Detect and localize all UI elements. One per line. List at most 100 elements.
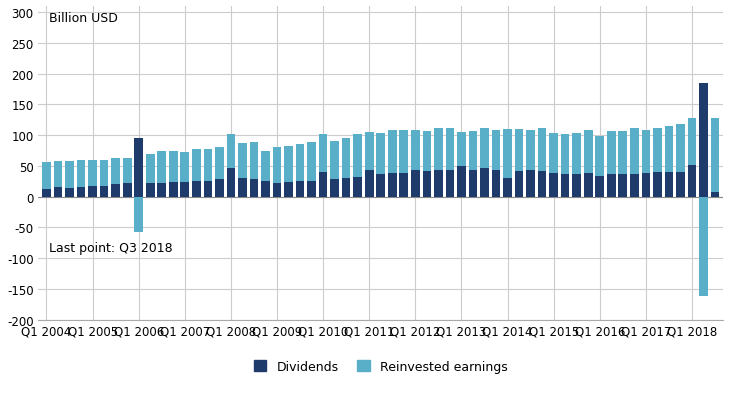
Bar xyxy=(169,152,177,182)
Bar xyxy=(330,180,339,197)
Bar xyxy=(538,128,547,171)
Bar xyxy=(365,171,374,197)
Bar xyxy=(284,147,293,182)
Bar xyxy=(226,168,235,197)
Bar xyxy=(664,173,673,197)
Bar xyxy=(642,131,650,174)
Bar xyxy=(445,170,454,197)
Bar xyxy=(561,135,569,175)
Bar xyxy=(480,129,489,169)
Bar xyxy=(238,179,247,197)
Bar xyxy=(100,186,109,197)
Bar xyxy=(273,148,281,184)
Bar xyxy=(261,152,270,181)
Bar xyxy=(192,149,201,181)
Bar xyxy=(180,182,189,197)
Bar xyxy=(607,175,615,197)
Bar xyxy=(480,169,489,197)
Bar xyxy=(54,162,62,188)
Bar xyxy=(423,171,431,197)
Bar xyxy=(250,143,258,180)
Bar xyxy=(399,174,408,197)
Bar xyxy=(434,170,442,197)
Bar xyxy=(273,184,281,197)
Bar xyxy=(307,143,316,181)
Bar xyxy=(676,173,685,197)
Bar xyxy=(134,197,143,233)
Bar xyxy=(169,182,177,197)
Bar xyxy=(526,130,535,170)
Bar xyxy=(688,119,696,165)
Bar xyxy=(434,128,442,170)
Bar xyxy=(88,161,97,187)
Bar xyxy=(492,130,500,170)
Bar xyxy=(411,130,420,170)
Bar xyxy=(204,181,212,197)
Bar xyxy=(42,162,51,189)
Bar xyxy=(100,160,109,186)
Bar xyxy=(515,171,523,197)
Bar xyxy=(699,197,708,297)
Legend: Dividends, Reinvested earnings: Dividends, Reinvested earnings xyxy=(254,360,507,373)
Bar xyxy=(538,171,547,197)
Bar xyxy=(296,182,304,197)
Bar xyxy=(353,135,362,178)
Bar xyxy=(469,170,477,197)
Bar xyxy=(123,184,131,197)
Bar xyxy=(180,153,189,182)
Bar xyxy=(88,187,97,197)
Bar xyxy=(423,131,431,171)
Bar xyxy=(584,131,593,174)
Bar xyxy=(54,188,62,197)
Bar xyxy=(630,175,639,197)
Bar xyxy=(330,142,339,180)
Bar xyxy=(596,177,604,197)
Bar xyxy=(112,159,120,185)
Bar xyxy=(457,166,466,197)
Bar xyxy=(146,154,155,184)
Bar xyxy=(549,134,558,174)
Bar xyxy=(411,170,420,197)
Bar xyxy=(192,181,201,197)
Bar xyxy=(618,132,627,175)
Bar xyxy=(284,182,293,197)
Text: Last point: Q3 2018: Last point: Q3 2018 xyxy=(49,242,172,254)
Bar xyxy=(457,133,466,166)
Bar xyxy=(711,119,719,192)
Bar xyxy=(146,184,155,197)
Bar xyxy=(388,131,396,174)
Bar xyxy=(134,139,143,197)
Bar xyxy=(238,144,247,179)
Bar xyxy=(158,152,166,184)
Bar xyxy=(77,187,85,197)
Bar xyxy=(503,130,512,179)
Bar xyxy=(642,174,650,197)
Bar xyxy=(204,149,212,181)
Bar xyxy=(492,170,500,197)
Bar xyxy=(215,180,223,197)
Bar xyxy=(653,173,661,197)
Bar xyxy=(261,181,270,197)
Bar xyxy=(630,129,639,175)
Bar xyxy=(688,165,696,197)
Bar xyxy=(377,133,385,175)
Bar xyxy=(618,175,627,197)
Bar xyxy=(584,174,593,197)
Bar xyxy=(653,128,661,173)
Bar xyxy=(342,179,350,197)
Bar xyxy=(711,192,719,197)
Bar xyxy=(572,175,581,197)
Bar xyxy=(388,174,396,197)
Bar xyxy=(699,83,708,197)
Bar xyxy=(215,148,223,180)
Bar xyxy=(561,175,569,197)
Bar xyxy=(549,174,558,197)
Bar xyxy=(399,131,408,174)
Bar xyxy=(676,125,685,173)
Bar xyxy=(469,132,477,170)
Bar xyxy=(515,130,523,171)
Bar xyxy=(307,181,316,197)
Bar xyxy=(365,133,374,171)
Bar xyxy=(65,162,74,189)
Bar xyxy=(526,170,535,197)
